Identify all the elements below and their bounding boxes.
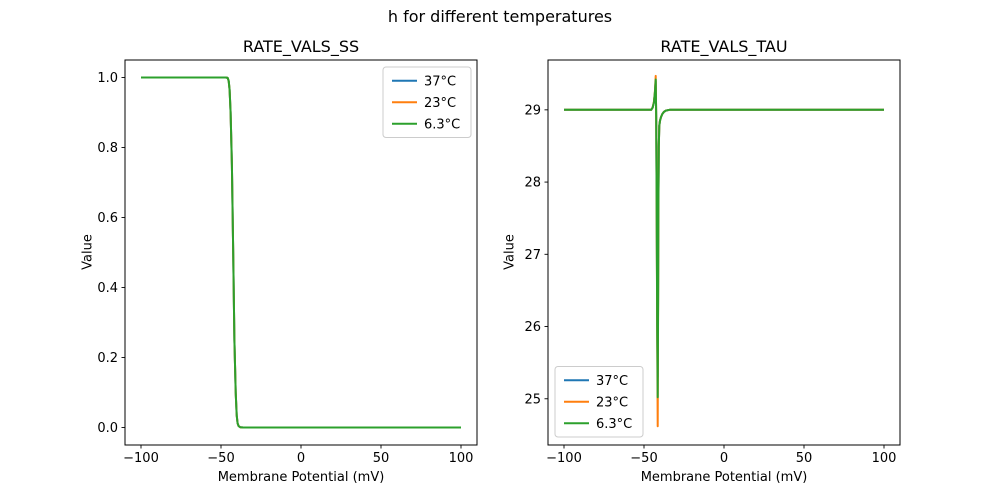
y-tick-label: 0.6 [97,211,118,226]
y-tick-label: 0.0 [97,421,118,436]
axes-frame [547,59,901,446]
chart-ss-title: RATE_VALS_SS [242,37,360,56]
figure-title: h for different temperatures [387,7,613,26]
chart-1: −100 −50 0 50 100 25 26 27 28 29 37°C 23°C 6.3°C [524,59,901,466]
series-line-2 [141,76,461,429]
legend: 37°C 23°C 6.3°C [554,366,644,438]
legend-label: 23°C [596,395,628,410]
y-tick-label: 0.2 [97,351,118,366]
legend-label: 6.3°C [596,417,632,432]
y-tick-label: 25 [524,392,541,407]
y-tick-label: 28 [524,176,541,191]
legend-box [554,366,644,438]
x-tick-label: 100 [449,451,474,466]
y-tick-label: 1.0 [97,71,118,86]
x-tick-label: 100 [872,451,897,466]
legend-label: 37°C [596,374,628,389]
legend-label: 23°C [424,96,456,111]
legend-entry: 23°C [392,96,456,111]
y-tick-label: 0.8 [97,141,118,156]
chart-ss-xlabel: Membrane Potential (mV) [217,470,385,485]
legend-label: 6.3°C [424,117,460,132]
x-tick-label: 0 [720,451,728,466]
legend-entry: 6.3°C [564,417,632,432]
x-tick-label: −100 [123,451,159,466]
legend-entry: 37°C [392,74,456,89]
legend-label: 37°C [424,74,456,89]
y-tick-label: 0.4 [97,281,118,296]
x-tick-label: −100 [546,451,582,466]
series-line-0 [564,79,884,379]
y-tick-label: 27 [524,248,541,263]
legend-box [382,66,472,138]
chart-ss-ylabel: Value [80,234,96,270]
chart-0: −100 −50 0 50 100 0.0 0.2 0.4 0.6 0.8 1.0 37°C 23°C 6… [97,59,478,466]
chart-tau-title: RATE_VALS_TAU [660,37,788,56]
series-line-2 [564,78,884,399]
legend-entry: 6.3°C [392,117,460,132]
x-tick-label: 50 [796,451,813,466]
axes-frame [124,59,478,446]
x-tick-label: 50 [373,451,390,466]
legend: 37°C 23°C 6.3°C [382,66,472,138]
y-tick-label: 29 [524,103,541,118]
legend-entry: 23°C [564,395,628,410]
legend-entry: 37°C [564,374,628,389]
chart-tau-ylabel: Value [502,234,518,270]
y-tick-label: 26 [524,320,541,335]
chart-tau-xlabel: Membrane Potential (mV) [640,470,808,485]
x-tick-label: −50 [630,451,657,466]
x-tick-label: −50 [207,451,234,466]
x-tick-label: 0 [297,451,305,466]
